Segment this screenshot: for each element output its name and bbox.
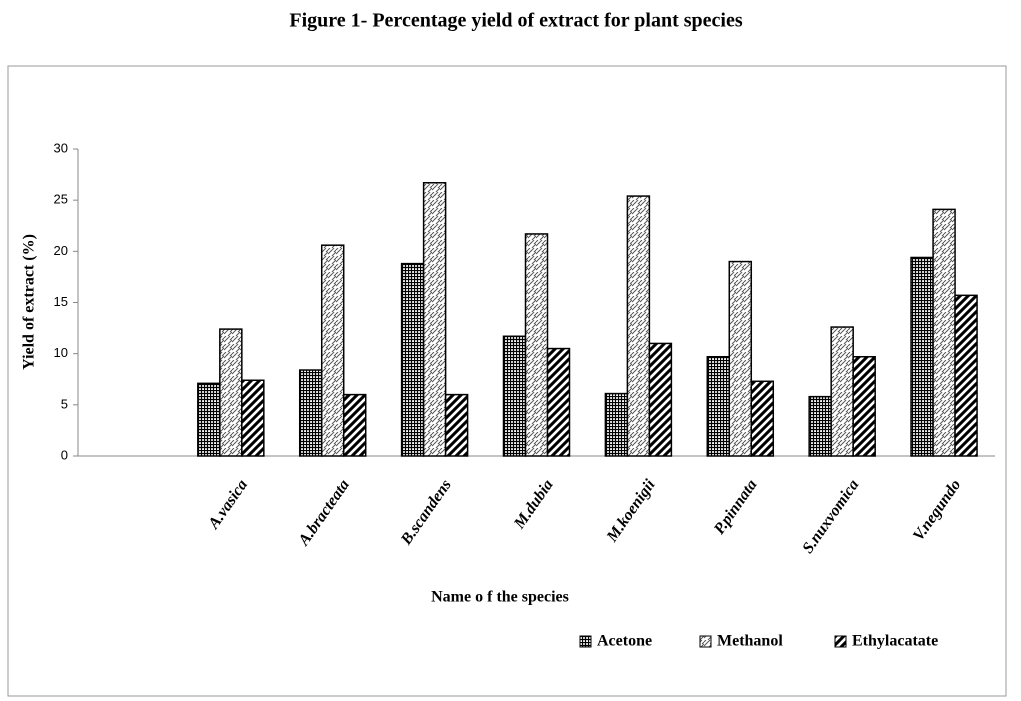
x-axis-title: Name o f the species [431,589,569,606]
x-tick-label: A.bracteata [295,477,353,550]
legend-swatch [834,635,847,648]
legend-label: Acetone [597,633,652,650]
y-tick-label: 15 [54,294,68,309]
bar [932,208,956,457]
bar [910,256,934,457]
bar [320,244,345,457]
x-tick-label: M.koenigii [603,476,659,546]
y-tick-label: 20 [54,243,68,258]
legend-label: Ethylacatate [852,633,938,650]
legend-swatch [699,635,712,648]
bar [298,369,323,457]
bar [546,347,571,457]
bar [750,380,775,457]
bar [954,294,978,457]
y-tick-label: 30 [54,140,68,155]
bar [197,382,221,457]
y-tick-label: 5 [61,396,68,411]
bar [524,233,549,457]
x-tick-label: P.pinnata [710,477,760,539]
legend-label: Methanol [717,633,783,650]
x-tick-label: S.nuxvomica [799,477,862,557]
bar [648,342,673,457]
legend-swatch [579,635,592,648]
y-axis-title: Yield of extract (%) [21,234,38,370]
y-tick-label: 10 [54,345,68,360]
y-tick-label: 25 [54,192,68,207]
chart-border [7,65,1007,697]
bar [706,355,731,457]
bar [241,379,265,457]
y-tick-label: 0 [61,447,68,462]
bar [444,393,469,457]
bar [728,260,753,457]
bar [808,395,832,457]
bar [830,326,854,457]
bar [400,262,425,457]
bar [502,335,527,457]
x-tick-label: M.dubia [510,477,556,533]
bar [604,392,629,457]
bar [626,195,651,457]
x-tick-label: A.vasica [205,477,251,533]
bar [852,355,876,457]
x-tick-label: V.negundo [910,477,964,544]
x-tick-label: B.scandens [397,477,455,549]
bar [422,182,447,457]
bar [342,393,367,457]
bar [219,328,243,457]
chart-title: Figure 1- Percentage yield of extract fo… [289,10,742,32]
